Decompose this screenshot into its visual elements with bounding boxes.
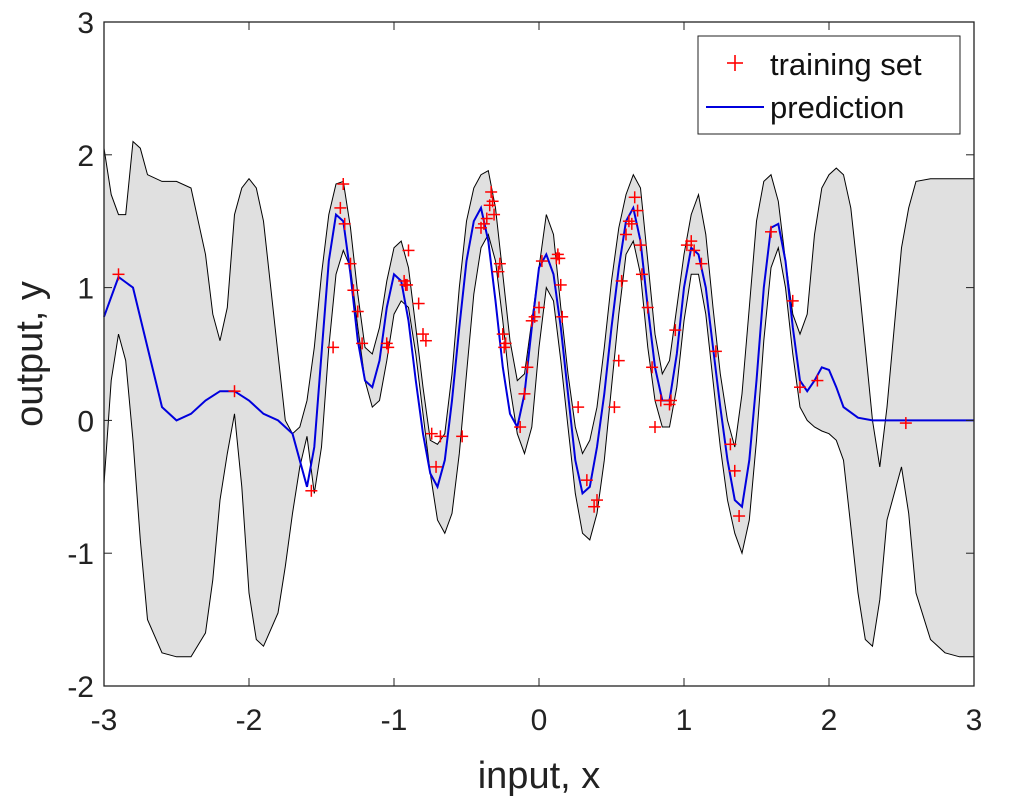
training-point bbox=[425, 427, 438, 440]
legend-label-training-set: training set bbox=[770, 47, 922, 82]
training-point bbox=[496, 328, 509, 341]
y-tick-label: -1 bbox=[67, 538, 94, 571]
training-point bbox=[528, 310, 541, 323]
training-point bbox=[695, 257, 708, 270]
training-point bbox=[634, 239, 647, 252]
training-point bbox=[305, 484, 318, 497]
training-point bbox=[514, 421, 527, 434]
training-point bbox=[669, 324, 682, 337]
x-tick-label: 2 bbox=[821, 704, 838, 737]
training-point bbox=[533, 301, 545, 314]
training-point bbox=[419, 334, 432, 347]
training-point bbox=[635, 268, 648, 281]
x-tick-label: -3 bbox=[91, 704, 118, 737]
training-point bbox=[347, 284, 360, 297]
training-point bbox=[572, 401, 585, 414]
training-point bbox=[486, 195, 499, 208]
training-point bbox=[334, 201, 347, 214]
legend: training set prediction bbox=[697, 35, 961, 135]
y-tick-label: 2 bbox=[77, 140, 94, 173]
training-point bbox=[434, 430, 447, 443]
y-tick-label: 0 bbox=[77, 405, 94, 438]
training-point bbox=[417, 328, 429, 341]
training-point bbox=[628, 191, 641, 204]
training-point bbox=[554, 278, 567, 291]
prediction-line bbox=[103, 205, 974, 509]
training-point bbox=[485, 185, 498, 198]
training-point bbox=[811, 374, 824, 387]
training-point bbox=[580, 474, 593, 487]
training-point bbox=[477, 217, 490, 230]
x-axis-ticks: -3 -2 -1 0 1 2 3 bbox=[91, 22, 983, 737]
training-point bbox=[685, 235, 698, 248]
training-point bbox=[688, 244, 701, 257]
x-tick-label: -1 bbox=[381, 704, 408, 737]
training-point bbox=[709, 345, 722, 358]
training-point bbox=[654, 394, 667, 407]
training-point bbox=[625, 217, 638, 230]
training-point bbox=[412, 297, 425, 310]
training-point bbox=[786, 294, 799, 307]
training-point bbox=[631, 204, 644, 217]
training-point bbox=[112, 268, 125, 281]
training-point bbox=[430, 460, 443, 473]
training-point bbox=[899, 417, 912, 430]
training-point bbox=[556, 310, 569, 323]
training-point bbox=[664, 394, 677, 407]
training-point bbox=[488, 208, 501, 221]
x-tick-label: -2 bbox=[236, 704, 263, 737]
training-point bbox=[499, 337, 512, 350]
legend-box bbox=[697, 35, 961, 135]
training-point bbox=[327, 341, 340, 354]
training-point bbox=[591, 494, 603, 507]
training-points bbox=[112, 178, 912, 523]
training-point bbox=[608, 401, 621, 414]
training-point bbox=[733, 510, 746, 523]
training-point bbox=[641, 301, 654, 314]
training-point bbox=[228, 385, 241, 398]
training-point bbox=[622, 215, 635, 228]
x-axis-label: input, x bbox=[478, 755, 601, 797]
x-tick-label: 3 bbox=[966, 704, 983, 737]
training-point bbox=[724, 438, 737, 451]
training-point bbox=[649, 421, 661, 434]
y-axis-ticks: -2 -1 0 1 2 3 bbox=[67, 7, 974, 704]
training-point bbox=[492, 265, 505, 278]
training-point bbox=[382, 341, 395, 354]
legend-label-prediction: prediction bbox=[770, 90, 904, 125]
training-point bbox=[480, 212, 493, 225]
training-point bbox=[402, 244, 415, 257]
training-point bbox=[521, 361, 534, 374]
training-point bbox=[588, 500, 601, 513]
training-point bbox=[765, 225, 777, 238]
confidence-band bbox=[104, 141, 974, 657]
training-point bbox=[456, 430, 469, 443]
training-point bbox=[728, 464, 741, 477]
training-point bbox=[351, 305, 364, 318]
training-point bbox=[535, 255, 548, 268]
training-point bbox=[401, 278, 414, 291]
y-tick-label: 1 bbox=[77, 273, 94, 306]
lower-bound-line bbox=[103, 233, 974, 658]
training-point bbox=[337, 178, 350, 191]
training-point bbox=[646, 361, 659, 374]
training-point bbox=[620, 228, 632, 241]
y-axis-label: output, y bbox=[9, 281, 51, 427]
y-tick-label: -2 bbox=[67, 671, 94, 704]
training-point bbox=[615, 274, 628, 287]
training-point bbox=[518, 387, 531, 400]
training-point bbox=[356, 337, 369, 350]
legend-marker-plus bbox=[727, 55, 743, 71]
training-point bbox=[612, 354, 625, 367]
training-point bbox=[493, 257, 506, 270]
training-point bbox=[344, 257, 357, 270]
x-tick-label: 0 bbox=[531, 704, 548, 737]
training-point bbox=[338, 217, 351, 230]
x-tick-label: 1 bbox=[676, 704, 693, 737]
training-point bbox=[794, 381, 806, 394]
training-point bbox=[553, 252, 566, 265]
y-tick-label: 3 bbox=[77, 7, 94, 40]
